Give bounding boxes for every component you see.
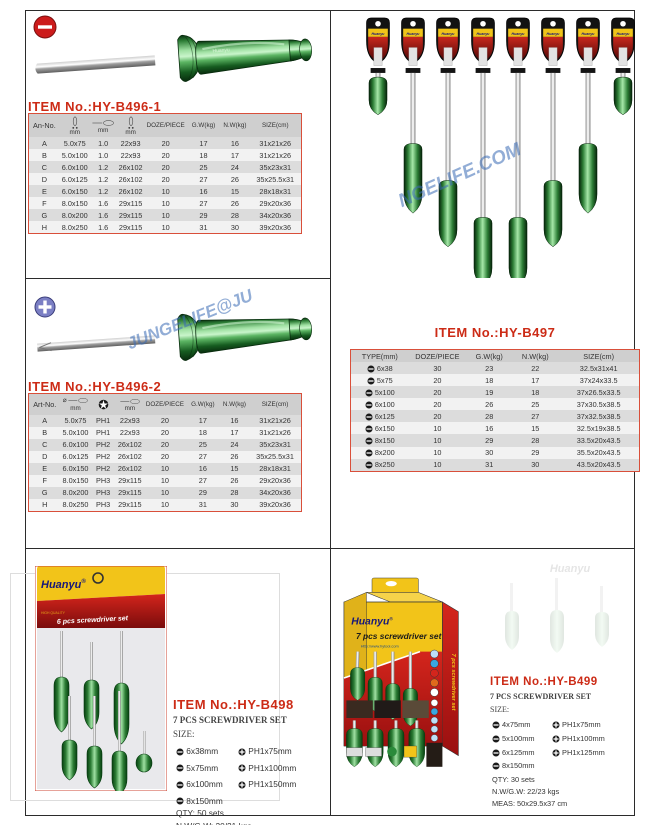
svg-text:Huanyu®: Huanyu® (41, 578, 86, 591)
svg-text:7 pcs screwdriver set: 7 pcs screwdriver set (356, 631, 443, 641)
svg-text:HIGH QUALITY: HIGH QUALITY (41, 611, 66, 615)
svg-text:Http://www.hytool.com: Http://www.hytool.com (361, 645, 399, 649)
svg-text:Huanyu: Huanyu (212, 47, 230, 54)
svg-text:7 pcs screwdriver set: 7 pcs screwdriver set (450, 654, 456, 712)
svg-text:Huanyu®: Huanyu® (351, 615, 393, 627)
